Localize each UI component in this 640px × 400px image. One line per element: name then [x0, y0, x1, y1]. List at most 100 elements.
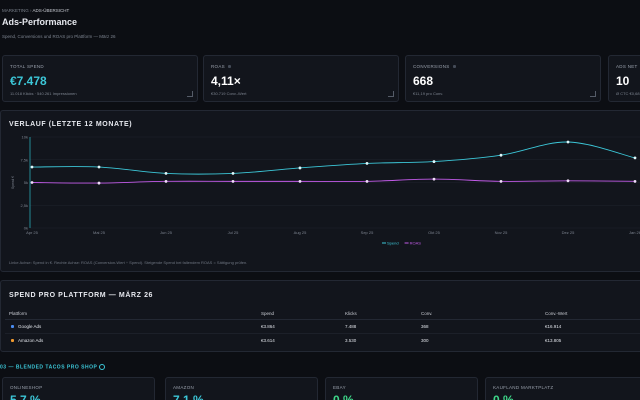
kpi-value: 10 — [616, 74, 630, 88]
y-axis-label: Spend € — [11, 176, 15, 189]
x-tick-label: Dez 25 — [562, 230, 575, 235]
column-header: Klicks — [345, 311, 357, 316]
chart: 0k 2,5k 5k 7,5k 10k Spend € Apr 25 Mai 25 Jun 25… — [11, 135, 640, 246]
info-icon — [227, 65, 231, 69]
data-point — [231, 179, 235, 183]
series-line — [31, 141, 636, 175]
shop-label: ONLINESHOP — [10, 385, 43, 390]
x-tick-label: Aug 25 — [294, 230, 307, 235]
kpi-card[interactable]: TOTAL SPEND €7.478 11.018 Klicks · 540.261… — [2, 55, 198, 102]
table-cell: €16.914 — [545, 324, 562, 329]
data-point — [97, 165, 101, 169]
shop-value: 0 % — [333, 393, 354, 400]
data-point — [432, 177, 436, 181]
y-tick-label: 5k — [24, 180, 28, 185]
table-cell: Google Ads — [18, 324, 42, 329]
data-point — [30, 165, 34, 169]
shop-card[interactable]: EBAY 0 % — [325, 377, 478, 400]
data-point — [298, 166, 302, 170]
shop-value: 5,7 % — [10, 393, 41, 400]
kpi-label: ROAS — [211, 64, 231, 69]
data-point — [499, 153, 503, 157]
series-line — [31, 178, 636, 184]
row-divider — [5, 333, 640, 334]
shop-value: 0 % — [493, 393, 514, 400]
corner-mark — [590, 91, 596, 97]
table-cell: €3.614 — [261, 338, 275, 343]
table-cell: €3.864 — [261, 324, 275, 329]
data-point — [566, 179, 570, 183]
page-subtitle: Spend, Conversions und ROAS pro Plattfor… — [2, 34, 116, 39]
column-header: Conv.-Wert — [545, 311, 568, 316]
info-icon — [452, 65, 456, 69]
data-point — [365, 161, 369, 165]
kpi-card[interactable]: CONVERSIONS 668 €11,19 pro Conv. — [405, 55, 601, 102]
x-tick-label: Jul 25 — [228, 230, 239, 235]
shop-value: 7,1 % — [173, 393, 204, 400]
breadcrumb-item[interactable]: MARKETING — [2, 8, 29, 13]
info-icon[interactable] — [99, 364, 106, 370]
breadcrumb-item: ADS-ÜBERSICHT — [32, 8, 70, 13]
column-header: Spend — [261, 311, 275, 316]
y-tick-label: 10k — [22, 135, 28, 140]
chart-title: VERLAUF (LETZTE 12 MONATE) — [9, 121, 133, 128]
data-point — [231, 172, 235, 175]
data-point — [633, 156, 637, 160]
x-tick-label: Sep 25 — [361, 230, 374, 235]
kpi-value: 668 — [413, 74, 434, 88]
column-header: Conv. — [421, 311, 433, 316]
shop-card[interactable]: KAUFLAND MARKTPLATZ 0 % — [485, 377, 640, 400]
data-point — [633, 179, 637, 183]
platform-icon — [11, 339, 14, 342]
table-title: SPEND PRO PLATTFORM — MÄRZ 26 — [9, 292, 154, 299]
kpi-sub: €11,19 pro Conv. — [413, 91, 444, 96]
kpi-sub: Ø CTC €0,68 — [616, 91, 640, 96]
header-divider — [5, 319, 640, 320]
kpi-label: ADS NET — [616, 64, 638, 69]
table-cell: 3.530 — [345, 338, 357, 343]
kpi-card[interactable]: ROAS 4,11× €30.719 Conv.-Wert — [203, 55, 399, 102]
x-tick-label: Mai 25 — [93, 230, 106, 235]
table-cell: €13.805 — [545, 338, 562, 343]
kpi-card[interactable]: ADS NET 10 Ø CTC €0,68 — [608, 55, 640, 102]
kpi-label: CONVERSIONS — [413, 64, 456, 69]
section-heading: 03 — BLENDED TACOS PRO SHOP — [0, 364, 106, 371]
data-point — [432, 160, 436, 163]
data-point — [499, 179, 503, 183]
corner-mark — [187, 91, 193, 97]
data-point — [298, 179, 302, 183]
section-number: 03 — [0, 364, 7, 371]
table-panel: SPEND PRO PLATTFORM — MÄRZ 26 Plattform S… — [0, 280, 640, 352]
x-tick-label: Okt 25 — [428, 230, 441, 235]
kpi-value: 4,11× — [211, 74, 241, 88]
y-tick-label: 7,5k — [20, 157, 28, 162]
chart-note: Linke Achse: Spend in €. Rechte Achse: R… — [9, 260, 248, 265]
table-cell: 368 — [421, 324, 429, 329]
data-point — [30, 181, 34, 184]
data-point — [164, 172, 168, 175]
legend-label: Spend — [387, 241, 399, 246]
x-tick-label: Nov 25 — [495, 230, 508, 235]
corner-mark — [388, 91, 394, 97]
shop-card[interactable]: ONLINESHOP 5,7 % — [2, 377, 155, 400]
x-tick-label: Jun 25 — [160, 230, 173, 235]
table-cell: 7.488 — [345, 324, 357, 329]
data-point — [365, 179, 369, 183]
kpi-label: TOTAL SPEND — [10, 64, 44, 69]
table-cell: 300 — [421, 338, 429, 343]
shop-label: AMAZON — [173, 385, 195, 390]
kpi-sub: 11.018 Klicks · 540.261 Impressionen — [10, 91, 77, 96]
x-tick-label: Jan 26 — [629, 230, 640, 235]
kpi-sub: €30.719 Conv.-Wert — [211, 91, 247, 96]
legend-item[interactable]: Spend — [382, 241, 399, 246]
kpi-value: €7.478 — [10, 74, 47, 88]
page-title: Ads-Performance — [2, 17, 78, 27]
data-point — [566, 140, 570, 144]
shop-card[interactable]: AMAZON 7,1 % — [165, 377, 318, 400]
shop-label: EBAY — [333, 385, 346, 390]
legend-item[interactable]: ROAS — [404, 241, 422, 246]
x-tick-label: Apr 25 — [26, 230, 39, 235]
section-title: — BLENDED TACOS PRO SHOP — [8, 364, 98, 371]
